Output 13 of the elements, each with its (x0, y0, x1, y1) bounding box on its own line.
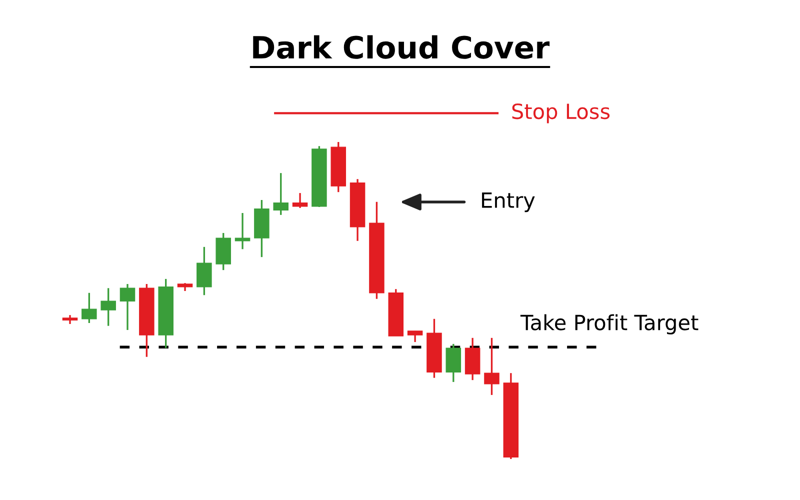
candlestick (82, 292, 97, 324)
annotation: Entry (482, 192, 535, 212)
candlestick (234, 212, 250, 250)
candlestick (273, 172, 289, 216)
candlestick (196, 246, 212, 296)
ref-line-label: Stop Loss (512, 103, 610, 124)
candlestick (407, 330, 423, 343)
candlestick (292, 192, 308, 209)
chart-title: Dark Cloud Cover (253, 35, 550, 59)
candlestick (120, 283, 136, 331)
ref-line-label: Take Profit Target (520, 314, 698, 334)
candlestick (484, 337, 500, 396)
candlestick (100, 287, 116, 327)
